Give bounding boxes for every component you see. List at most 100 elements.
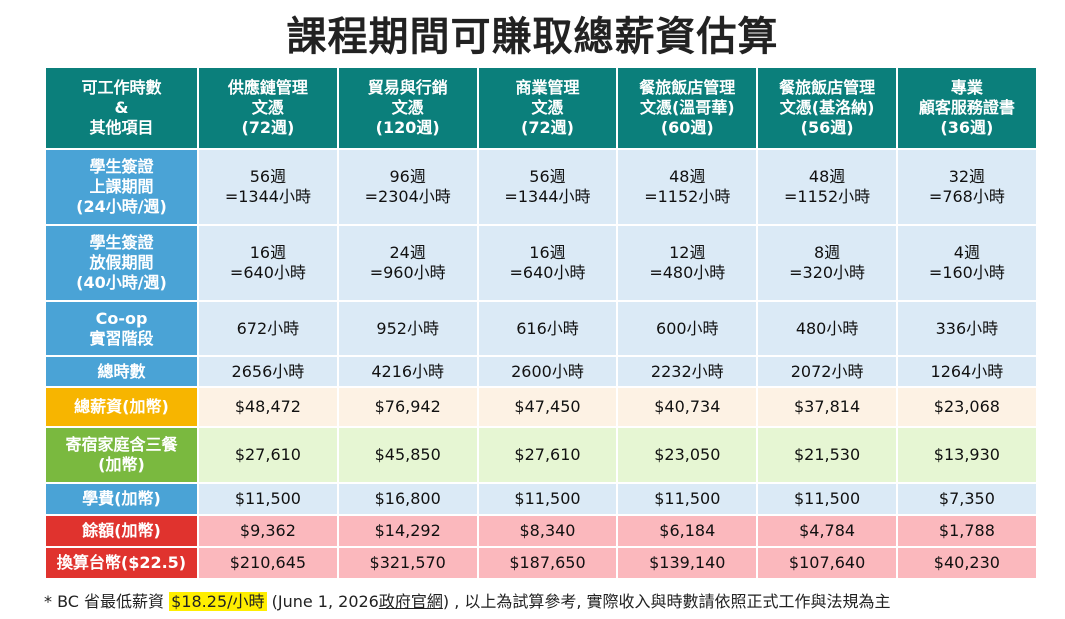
balance-row: 餘額(加幣) $9,362 $14,292 $8,340 $6,184 $4,7… [44, 514, 1038, 548]
cell-hours: =1344小時 [224, 187, 311, 206]
program-duration: (72週) [241, 118, 295, 137]
table-cell: $45,850 [336, 426, 479, 484]
program-header: 商業管理 文憑 (72週) [476, 66, 619, 150]
row-label-balance: 餘額(加幣) [44, 514, 199, 548]
cell-hours: =640小時 [229, 263, 306, 282]
row-label-total-hours: 總時數 [44, 355, 199, 388]
cell-weeks: 48週 [808, 167, 846, 186]
table-cell: 24週 =960小時 [336, 224, 479, 302]
cell-hours: =160小時 [928, 263, 1005, 282]
table-cell: $1,788 [895, 514, 1038, 548]
cell-hours: =480小時 [649, 263, 726, 282]
program-duration: (56週) [800, 118, 854, 137]
table-cell: $48,472 [197, 386, 339, 428]
program-header: 餐旅飯店管理 文憑(溫哥華) (60週) [616, 66, 759, 150]
cell-hours: =1152小時 [644, 187, 731, 206]
cell-weeks: 96週 [389, 167, 426, 186]
total-hours-row: 總時數 2656小時 4216小時 2600小時 2232小時 2072小時 1… [44, 355, 1038, 388]
row-label-homestay: 寄宿家庭含三餐 (加幣) [44, 426, 199, 484]
table-cell: 600小時 [616, 300, 759, 357]
table-cell: $9,362 [197, 514, 339, 548]
cell-weeks: 16週 [249, 243, 287, 262]
homestay-row: 寄宿家庭含三餐 (加幣) $27,610 $45,850 $27,610 $23… [44, 426, 1038, 484]
table-cell: 616小時 [476, 300, 619, 357]
table-cell: $11,500 [476, 482, 619, 516]
table-cell: $14,292 [336, 514, 479, 548]
cell-weeks: 24週 [389, 243, 426, 262]
tuition-row: 學費(加幣) $11,500 $16,800 $11,500 $11,500 $… [44, 482, 1038, 516]
table-cell: $23,050 [616, 426, 759, 484]
cell-hours: =2304小時 [364, 187, 451, 206]
program-name-line: 供應鏈管理 [227, 78, 308, 97]
footnote-suffix: ) , 以上為試算參考, 實際收入與時數請依照正式工作與法規為主 [442, 592, 891, 611]
cell-weeks: 16週 [529, 243, 566, 262]
table-cell: 4週 =160小時 [895, 224, 1038, 302]
table-cell: 56週 =1344小時 [197, 148, 339, 226]
footnote-date: (June 1, 2026 [266, 592, 379, 611]
row-label-line: 寄宿家庭含三餐 [65, 435, 178, 454]
program-name-line: 文憑 [251, 98, 284, 117]
cell-weeks: 12週 [669, 243, 706, 262]
program-name-line: 商業管理 [515, 78, 580, 97]
table-cell: $27,610 [197, 426, 339, 484]
row-label-line: 學生簽證 [89, 233, 154, 252]
corner-line: 可工作時數 [81, 78, 162, 97]
table-cell: 16週 =640小時 [197, 224, 339, 302]
table-cell: 48週 =1152小時 [616, 148, 759, 226]
total-salary-row: 總薪資(加幣) $48,472 $76,942 $47,450 $40,734 … [44, 386, 1038, 428]
row-label-total-salary: 總薪資(加幣) [44, 386, 199, 428]
corner-line: & [114, 98, 129, 117]
row-label-line: 上課期間 [89, 177, 154, 196]
program-duration: (120週) [375, 118, 440, 137]
corner-line: 其他項目 [89, 118, 154, 137]
program-duration: (36週) [940, 118, 994, 137]
program-name-line: 文憑(基洛納) [779, 98, 875, 117]
table-cell: $37,814 [756, 386, 898, 428]
cell-weeks: 32週 [948, 167, 986, 186]
program-header: 供應鏈管理 文憑 (72週) [197, 66, 339, 150]
row-label-line: 放假期間 [89, 253, 154, 272]
cell-weeks: 56週 [529, 167, 566, 186]
table-cell: $16,800 [336, 482, 479, 516]
table-cell: 4216小時 [336, 355, 479, 388]
row-label-coop: Co-op 實習階段 [44, 300, 199, 357]
table-cell: $40,230 [895, 546, 1038, 580]
table-cell: $21,530 [756, 426, 898, 484]
program-name-line: 文憑 [531, 98, 564, 117]
cell-weeks: 56週 [249, 167, 287, 186]
table-cell: 2656小時 [197, 355, 339, 388]
cell-hours: =320小時 [789, 263, 866, 282]
program-header: 專業 顧客服務證書 (36週) [895, 66, 1038, 150]
table-cell: 336小時 [895, 300, 1038, 357]
table-cell: $8,340 [476, 514, 619, 548]
table-cell: $47,450 [476, 386, 619, 428]
table-cell: $27,610 [476, 426, 619, 484]
government-website-link[interactable]: 政府官網 [378, 592, 443, 611]
footnote: * BC 省最低薪資 $18.25/小時 (June 1, 2026政府官網) … [44, 588, 891, 612]
table-cell: $23,068 [895, 386, 1038, 428]
table-cell: 2232小時 [616, 355, 759, 388]
table-cell: 2600小時 [476, 355, 619, 388]
table-cell: $11,500 [197, 482, 339, 516]
table-cell: $13,930 [895, 426, 1038, 484]
break-period-row: 學生簽證 放假期間 (40小時/週) 16週 =640小時 24週 =960小時 1… [44, 224, 1038, 302]
table-cell: 952小時 [336, 300, 479, 357]
table-cell: 56週 =1344小時 [476, 148, 619, 226]
table-cell: 8週 =320小時 [756, 224, 898, 302]
row-label-line: (24小時/週) [76, 197, 167, 216]
table-cell: $321,570 [336, 546, 479, 580]
page-title: 課程期間可賺取總薪資估算 [286, 14, 779, 60]
table-cell: $76,942 [336, 386, 479, 428]
row-label-line: Co-op [95, 308, 148, 328]
table-cell: $210,645 [197, 546, 339, 580]
row-label-study-period: 學生簽證 上課期間 (24小時/週) [44, 148, 199, 226]
table-cell: 48週 =1152小時 [756, 148, 898, 226]
row-label-break-period: 學生簽證 放假期間 (40小時/週) [44, 224, 199, 302]
row-label-line: 學生簽證 [89, 157, 154, 176]
program-name-line: 文憑 [391, 98, 424, 117]
cell-hours: =768小時 [928, 187, 1005, 206]
header-row: 可工作時數 & 其他項目 供應鏈管理 文憑 (72週) 貿易與行銷 文憑 (12… [44, 66, 1038, 150]
table-cell: 480小時 [756, 300, 898, 357]
table-cell: 32週 =768小時 [895, 148, 1038, 226]
row-label-tuition: 學費(加幣) [44, 482, 199, 516]
